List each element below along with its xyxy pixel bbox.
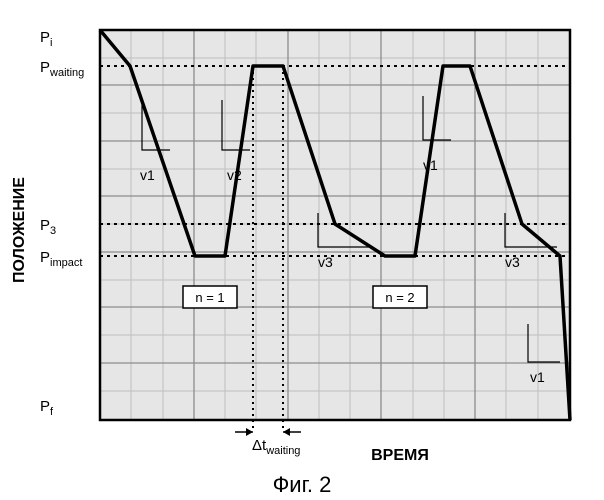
ytick-P3: P3 <box>40 217 56 237</box>
y-axis-label: ПОЛОЖЕНИЕ <box>11 177 28 283</box>
ytick-Pf: Pf <box>40 398 54 418</box>
speed-label: v1 <box>140 167 155 183</box>
ytick-Pwaiting: Pwaiting <box>40 59 84 79</box>
arrowhead-icon <box>246 428 253 436</box>
speed-label: v1 <box>530 369 545 385</box>
speed-label: v2 <box>227 167 242 183</box>
delta-label: Δtwaiting <box>252 437 300 457</box>
ytick-Pimpact: Pimpact <box>40 249 82 269</box>
speed-label: v3 <box>318 254 333 270</box>
arrowhead-icon <box>283 428 290 436</box>
x-axis-label: ВРЕМЯ <box>371 447 429 464</box>
figure-caption: Фиг. 2 <box>273 472 332 497</box>
speed-label: v3 <box>505 254 520 270</box>
ytick-Pi: Pi <box>40 29 52 49</box>
speed-label: v1 <box>423 157 438 173</box>
count-label: n = 1 <box>195 290 224 305</box>
count-label: n = 2 <box>385 290 414 305</box>
